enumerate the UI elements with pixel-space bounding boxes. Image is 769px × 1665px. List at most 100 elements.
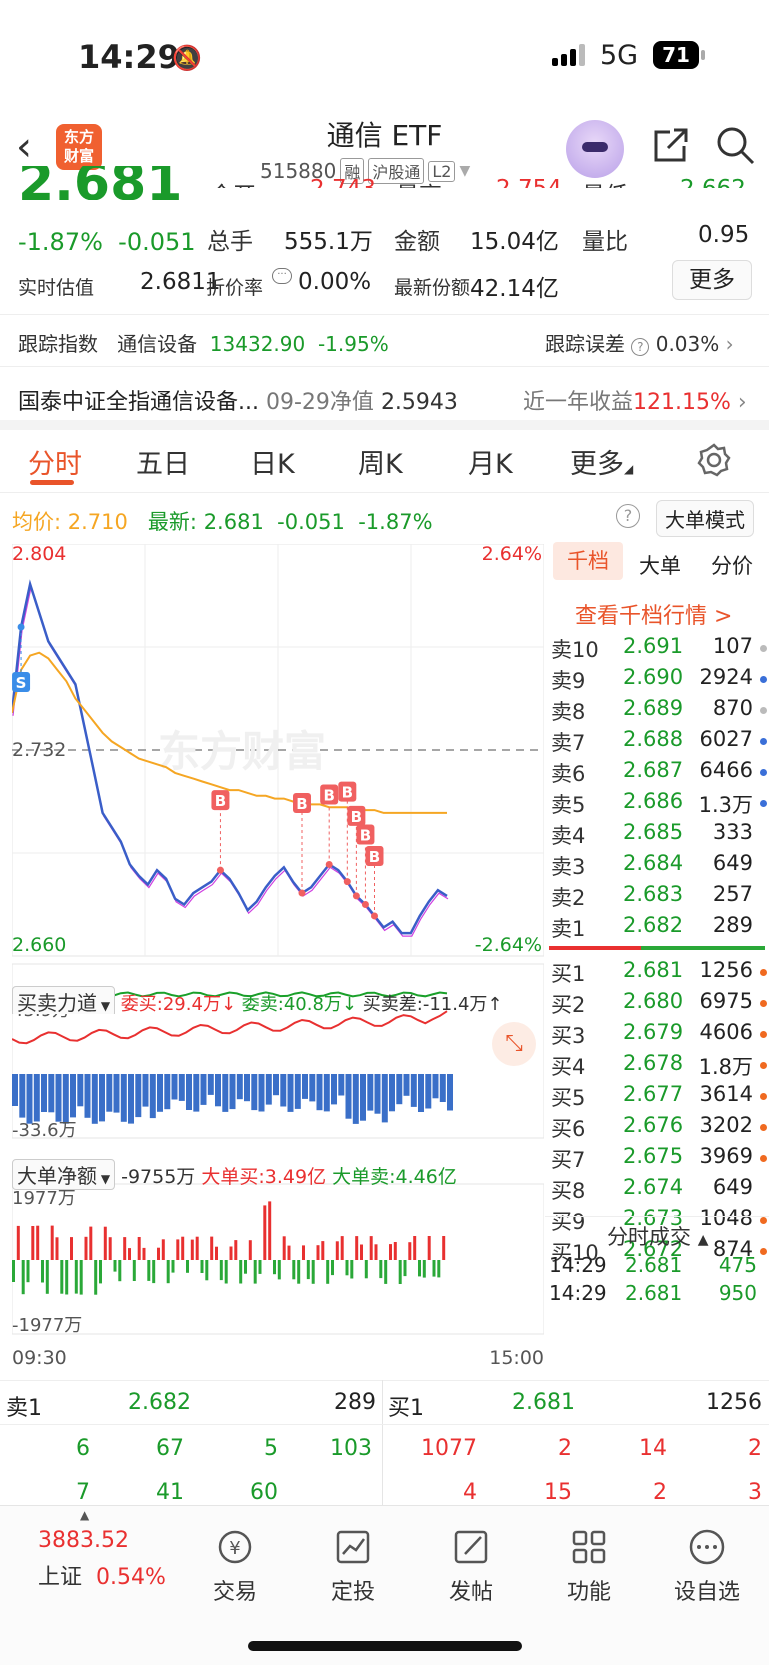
tab-price-dist[interactable]: 分价 <box>711 554 753 578</box>
expand-icon[interactable]: ⤡ <box>492 1022 536 1066</box>
bids-row[interactable]: 买6 2.676 3202 <box>551 1113 767 1144</box>
asks-row[interactable]: 卖9 2.690 2924 <box>551 665 767 696</box>
index-ticker[interactable]: 3883.52 上证 0.54% <box>38 1528 166 1591</box>
invest-plan-button[interactable]: 定投 <box>308 1528 398 1606</box>
bids-row[interactable]: 买7 2.675 3969 <box>551 1144 767 1175</box>
asks-row[interactable]: 卖4 2.685 333 <box>551 820 767 851</box>
back-chevron-icon[interactable]: ‹ <box>16 124 32 170</box>
force-bar <box>374 1074 381 1114</box>
buy-signal-marker[interactable]: B <box>293 793 311 897</box>
tracking-error-value: 0.03% <box>655 332 720 356</box>
info-bubble-icon[interactable]: ··· <box>272 268 292 284</box>
level-label: 卖10 <box>551 638 599 662</box>
tab-weekly-k[interactable]: 周K <box>358 449 403 480</box>
force-bottom-label: -33.6万 <box>12 1120 77 1141</box>
buy-signal-marker[interactable]: B <box>338 781 357 886</box>
force-bar <box>345 1074 352 1119</box>
search-icon[interactable] <box>714 124 756 166</box>
tab-monthly-k[interactable]: 月K <box>468 449 513 480</box>
bignet-bar <box>142 1247 146 1260</box>
ticks-title[interactable]: 分时成交 ▲ <box>607 1225 709 1249</box>
bids-row[interactable]: 买4 2.678 1.8万 <box>551 1051 767 1082</box>
tab-intraday[interactable]: 分时 <box>28 449 82 480</box>
annual-return[interactable]: 近一年收益121.15% › <box>523 384 747 416</box>
level-label: 卖1 <box>551 917 586 941</box>
level-price: 2.680 <box>623 989 684 1013</box>
add-watchlist-button[interactable]: 设自选 <box>662 1528 752 1606</box>
asks-row[interactable]: 卖8 2.689 870 <box>551 696 767 727</box>
help-icon[interactable]: ? <box>616 504 640 528</box>
force-selector[interactable]: 买卖力道 ▼ <box>12 986 116 1014</box>
nav-date: 09-29 <box>265 390 330 415</box>
asks-row[interactable]: 卖3 2.684 649 <box>551 851 767 882</box>
asks-row[interactable]: 卖10 2.691 107 <box>551 634 767 665</box>
level-volume: 333 <box>712 820 753 844</box>
tracking-error-row[interactable]: 跟踪误差 ? 0.03% › <box>545 328 734 357</box>
bids-row[interactable]: 买2 2.680 6975 <box>551 989 767 1020</box>
bids-row[interactable]: 买8 2.674 649 <box>551 1175 767 1206</box>
bignet-bar <box>403 1260 407 1277</box>
buy-signal-marker[interactable]: B <box>356 824 375 909</box>
bignet-bar <box>302 1245 305 1260</box>
bignet-bar <box>186 1260 189 1273</box>
security-code-row[interactable]: 515880 融 沪股通 L2 ▼ <box>260 158 470 184</box>
bids-row[interactable]: 买9 2.673 1048 <box>551 1206 767 1237</box>
force-bar <box>273 1074 279 1096</box>
tab-thousand-levels[interactable]: 千档 <box>553 542 623 580</box>
sell-signal-marker[interactable]: S <box>12 623 31 692</box>
order-dot <box>760 1031 767 1038</box>
tab-daily-k[interactable]: 日K <box>250 449 295 480</box>
bignet-bar <box>94 1260 98 1295</box>
assistant-avatar-icon[interactable] <box>566 120 624 178</box>
post-button[interactable]: 发帖 <box>426 1528 516 1606</box>
bignet-top-label: 1977万 <box>12 1188 76 1209</box>
force-bar <box>70 1074 76 1118</box>
asks-row[interactable]: 卖5 2.686 1.3万 <box>551 789 767 820</box>
tracking-index-row[interactable]: 跟踪指数 通信设备 13432.90 -1.95% <box>18 328 389 357</box>
more-button[interactable]: 更多 <box>672 260 752 300</box>
buy-signal-marker[interactable]: B <box>365 845 384 920</box>
bignet-sell-label: 大单卖: <box>332 1166 396 1188</box>
tab-big-orders[interactable]: 大单 <box>639 554 681 578</box>
battery-icon: 71 <box>653 41 699 69</box>
chevron-right-icon: › <box>725 332 734 356</box>
tab-five-day[interactable]: 五日 <box>136 449 190 480</box>
asks-row[interactable]: 卖2 2.683 257 <box>551 882 767 913</box>
functions-button[interactable]: 功能 <box>544 1528 634 1606</box>
bignet-bar <box>234 1240 238 1260</box>
bids-row[interactable]: 买1 2.681 1256 <box>551 958 767 989</box>
trade-button[interactable]: ¥ 交易 <box>190 1528 280 1606</box>
level-volume: 2924 <box>699 665 753 689</box>
bids-row[interactable]: 买10 2.672 874 <box>551 1237 767 1268</box>
level-label: 买1 <box>551 962 586 986</box>
view-levels-link[interactable]: 查看千档行情 > <box>575 604 733 629</box>
queue-order: 41 <box>156 1480 184 1505</box>
asks-row[interactable]: 卖6 2.687 6466 <box>551 758 767 789</box>
buy-signal-marker[interactable]: B <box>320 784 339 868</box>
asks-row[interactable]: 卖7 2.688 6027 <box>551 727 767 758</box>
force-bar <box>381 1074 388 1123</box>
big-order-mode-button[interactable]: 大单模式 <box>656 500 754 537</box>
bids-row[interactable]: 买5 2.677 3614 <box>551 1082 767 1113</box>
nav-header: ‹ 东方 财富 通信 ETF 515880 融 沪股通 L2 ▼ <box>0 110 769 190</box>
bignet-selector[interactable]: 大单净额 ▼ <box>12 1159 116 1190</box>
force-diff-label: 买卖差: <box>362 994 423 1014</box>
bignet-bottom-label: -1977万 <box>12 1315 82 1336</box>
open-label: 今开 <box>210 176 256 188</box>
tick-time: 14:29 <box>549 1253 607 1277</box>
open-value: 2.743 <box>310 176 376 188</box>
bignet-bar <box>326 1260 330 1284</box>
divider <box>0 314 769 315</box>
settings-gear-icon[interactable] <box>696 442 732 478</box>
asks-row[interactable]: 卖1 2.682 289 <box>551 913 767 944</box>
share-icon[interactable] <box>650 126 690 166</box>
queue-order: 2 <box>748 1436 762 1461</box>
tab-more[interactable]: 更多◢ <box>570 449 634 480</box>
fund-info-row[interactable]: 国泰中证全指通信设备... 09-29净值 2.5943 <box>18 384 458 416</box>
buy-signal-marker[interactable]: B <box>347 805 366 900</box>
buy-signal-marker[interactable]: B <box>211 790 230 874</box>
nav-label: 净值 <box>329 390 374 415</box>
force-bar <box>12 1074 18 1106</box>
bids-row[interactable]: 买3 2.679 4606 <box>551 1020 767 1051</box>
